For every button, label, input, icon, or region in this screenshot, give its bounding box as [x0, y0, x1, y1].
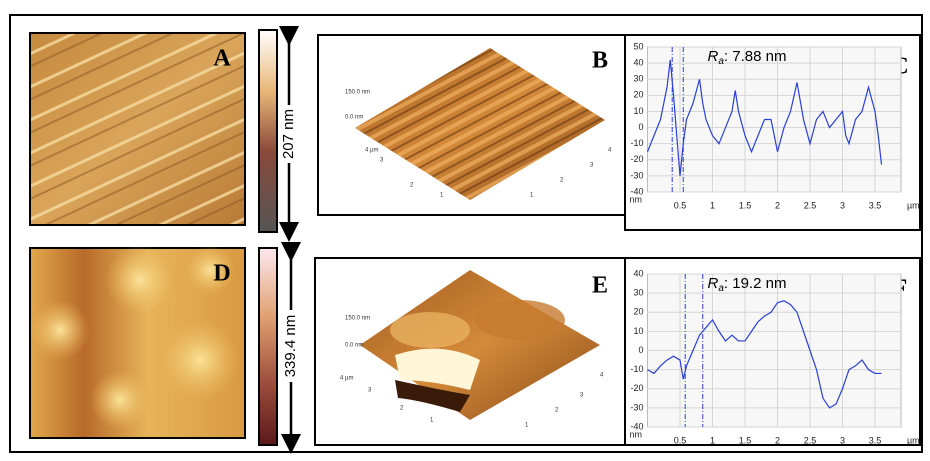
annotation-symbol: R	[708, 48, 719, 65]
y-tick-label: 0	[638, 345, 643, 355]
surface-tick: 2	[410, 183, 414, 189]
x-tick-label: 1	[710, 435, 715, 445]
y-tick-label: 50	[633, 41, 643, 51]
y-tick-label: -40	[630, 421, 643, 431]
annotation-subscript: a	[718, 56, 724, 67]
y-axis-label: nm	[630, 194, 643, 204]
figure-frame	[9, 14, 923, 453]
y-tick-label: 0	[638, 122, 643, 132]
surface-tick: 4	[600, 373, 604, 379]
y-tick-label: -20	[630, 154, 643, 164]
surface-tick: 3	[368, 388, 372, 394]
annotation-text: : 7.88 nm	[724, 48, 787, 65]
x-tick-label: 2.5	[804, 435, 817, 445]
x-tick-label: 2	[775, 200, 780, 210]
label-bg	[282, 105, 296, 163]
xy-label: 4 µm	[340, 376, 353, 382]
z-label: 150.0 nm	[345, 316, 370, 322]
x-axis-label: µm	[907, 200, 920, 210]
xy-label: 4 µm	[365, 148, 378, 154]
z-label: 150.0 nm	[345, 90, 370, 96]
surface-tick: 4	[608, 148, 612, 154]
y-tick-label: -40	[630, 186, 643, 196]
scale-label: 207 nm	[280, 109, 297, 159]
y-tick-label: 30	[633, 288, 643, 298]
surface-tick: 1	[525, 423, 529, 429]
x-axis-label: µm	[907, 435, 920, 445]
x-tick-label: 0.5	[674, 435, 687, 445]
surface-e	[360, 270, 600, 420]
y-axis-label: nm	[630, 429, 643, 439]
y-tick-label: 20	[633, 90, 643, 100]
y-tick-label: -30	[630, 402, 643, 412]
surface-tick: 3	[590, 163, 594, 169]
y-tick-label: -10	[630, 138, 643, 148]
surface-tick: 2	[555, 408, 559, 414]
scale-label: 339.4 nm	[282, 315, 299, 378]
x-tick-label: 2.5	[804, 200, 817, 210]
color-bar	[258, 29, 278, 233]
y-tick-label: -10	[630, 364, 643, 374]
y-tick-label: -20	[630, 383, 643, 393]
profile-line	[646, 59, 883, 176]
color-bar	[258, 247, 278, 446]
label-bg	[284, 310, 298, 382]
panel-label: A	[213, 46, 231, 72]
x-tick-label: 3	[840, 435, 845, 445]
x-tick-label: 2	[775, 435, 780, 445]
surface-tick: 3	[580, 393, 584, 399]
x-tick-label: 1.5	[739, 435, 752, 445]
panel-label: B	[592, 48, 608, 74]
surface-tick: 1	[440, 193, 444, 199]
y-tick-label: 30	[633, 74, 643, 84]
z-label: 0.0 nm	[345, 343, 363, 349]
surface-tick: 1	[430, 418, 434, 424]
surface-b	[355, 48, 605, 200]
surface-tick: 1	[530, 193, 534, 199]
y-tick-label: 40	[633, 57, 643, 67]
surface-tick: 2	[400, 406, 404, 412]
x-tick-label: 1.5	[739, 200, 752, 210]
z-label: 0.0 nm	[345, 115, 363, 121]
x-tick-label: 1	[710, 200, 715, 210]
annotation-text: : 19.2 nm	[724, 275, 787, 292]
y-tick-label: 10	[633, 106, 643, 116]
y-tick-label: 20	[633, 307, 643, 317]
y-tick-label: 40	[633, 268, 643, 278]
surface-tick: 3	[380, 158, 384, 164]
annotation-subscript: a	[718, 283, 724, 294]
annotation-symbol: R	[708, 275, 719, 292]
surface-tick: 2	[560, 178, 564, 184]
roughness-annotation: Ra: 7.88 nm	[708, 48, 787, 67]
x-tick-label: 3.5	[869, 435, 882, 445]
x-tick-label: 3	[840, 200, 845, 210]
x-tick-label: 3.5	[869, 200, 882, 210]
profile-line	[647, 300, 882, 409]
panel-label: E	[592, 273, 608, 299]
y-tick-label: 10	[633, 326, 643, 336]
x-tick-label: 0.5	[674, 200, 687, 210]
afm-image-a	[29, 32, 246, 226]
panel-label: D	[213, 261, 230, 287]
afm-image-d	[29, 245, 246, 439]
y-tick-label: -30	[630, 170, 643, 180]
plot-area	[647, 46, 902, 193]
roughness-annotation: Ra: 19.2 nm	[708, 275, 787, 294]
